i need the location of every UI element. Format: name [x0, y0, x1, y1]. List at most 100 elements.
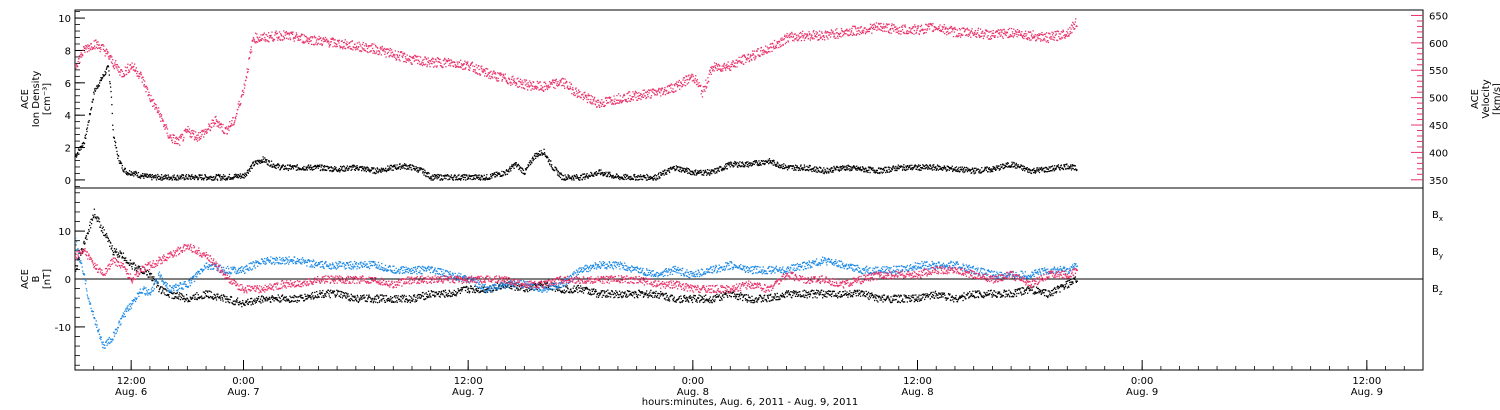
- data-point: [666, 86, 669, 88]
- data-point: [101, 230, 103, 232]
- data-point: [820, 167, 822, 169]
- data-point: [915, 31, 918, 33]
- data-point: [815, 169, 817, 171]
- data-point: [902, 166, 905, 168]
- data-point: [980, 171, 982, 174]
- data-point: [252, 162, 254, 164]
- data-point: [1051, 170, 1053, 172]
- data-point: [522, 169, 525, 171]
- data-point: [562, 178, 564, 180]
- data-point: [136, 172, 138, 175]
- data-point: [914, 166, 916, 168]
- data-point: [515, 84, 517, 86]
- data-point: [621, 100, 623, 102]
- data-point: [794, 33, 796, 35]
- data-point: [917, 169, 919, 171]
- data-point: [450, 62, 452, 64]
- data-point: [889, 29, 891, 31]
- data-point: [640, 178, 642, 180]
- data-point: [1027, 171, 1029, 174]
- data-point: [367, 45, 370, 47]
- data-point: [643, 176, 645, 179]
- data-point: [246, 174, 248, 177]
- data-point: [376, 46, 378, 49]
- data-point: [315, 167, 317, 170]
- data-point: [722, 167, 724, 169]
- data-point: [957, 168, 959, 170]
- data-point: [584, 91, 586, 93]
- data-point: [321, 39, 323, 42]
- data-point: [561, 174, 563, 176]
- data-point: [765, 51, 768, 53]
- data-point: [536, 152, 538, 155]
- data-point: [825, 35, 827, 37]
- data-point: [947, 28, 949, 31]
- data-point: [832, 33, 835, 35]
- data-point: [394, 167, 397, 169]
- data-point: [165, 126, 168, 128]
- data-point: [309, 168, 311, 171]
- data-point: [807, 170, 810, 172]
- data-point: [363, 48, 365, 50]
- data-point: [430, 176, 432, 178]
- data-point: [526, 85, 528, 88]
- data-point: [473, 175, 475, 177]
- data-point: [449, 65, 452, 67]
- data-point: [352, 166, 354, 168]
- y-axis-title-line: B: [31, 275, 42, 282]
- data-point: [763, 163, 766, 166]
- data-point: [644, 91, 647, 93]
- y-axis-title: ACEIon Density[cm⁻³]: [20, 71, 53, 128]
- data-point: [740, 56, 742, 59]
- data-point: [132, 172, 135, 175]
- data-point: [686, 167, 688, 169]
- data-point: [345, 170, 347, 172]
- data-point: [1016, 36, 1018, 38]
- data-point: [751, 162, 753, 164]
- data-point: [483, 70, 485, 72]
- data-point: [278, 31, 281, 33]
- data-point: [662, 93, 664, 96]
- data-point: [734, 160, 736, 163]
- data-point: [529, 85, 531, 87]
- data-point: [615, 102, 617, 104]
- data-point: [128, 170, 131, 172]
- data-point: [893, 30, 895, 32]
- data-point: [153, 105, 155, 107]
- data-point: [311, 37, 314, 39]
- data-point: [659, 171, 661, 174]
- data-point: [723, 62, 726, 65]
- data-point: [227, 127, 229, 129]
- data-point: [164, 177, 166, 180]
- data-point: [82, 251, 84, 253]
- data-point: [730, 162, 733, 164]
- data-point: [1031, 33, 1033, 35]
- data-point: [503, 77, 506, 79]
- data-point: [891, 169, 894, 171]
- data-point: [982, 37, 985, 40]
- data-point: [486, 75, 488, 78]
- data-point: [909, 166, 911, 168]
- data-point: [344, 47, 346, 49]
- data-point: [995, 165, 998, 167]
- data-point: [589, 175, 592, 177]
- data-point: [990, 30, 992, 32]
- data-point: [118, 71, 121, 73]
- data-point: [978, 171, 980, 173]
- data-point: [559, 172, 561, 174]
- data-point: [688, 79, 691, 81]
- data-point: [818, 30, 821, 32]
- data-point: [556, 82, 558, 85]
- data-point: [1043, 33, 1046, 35]
- data-point: [292, 166, 294, 168]
- data-point: [579, 179, 581, 181]
- data-point: [628, 176, 630, 178]
- data-point: [1068, 166, 1071, 169]
- data-point: [215, 175, 217, 178]
- data-point: [486, 74, 488, 77]
- data-point: [536, 80, 538, 83]
- data-point: [551, 80, 554, 82]
- data-point: [209, 178, 211, 180]
- data-point: [144, 173, 147, 175]
- data-point: [86, 232, 89, 235]
